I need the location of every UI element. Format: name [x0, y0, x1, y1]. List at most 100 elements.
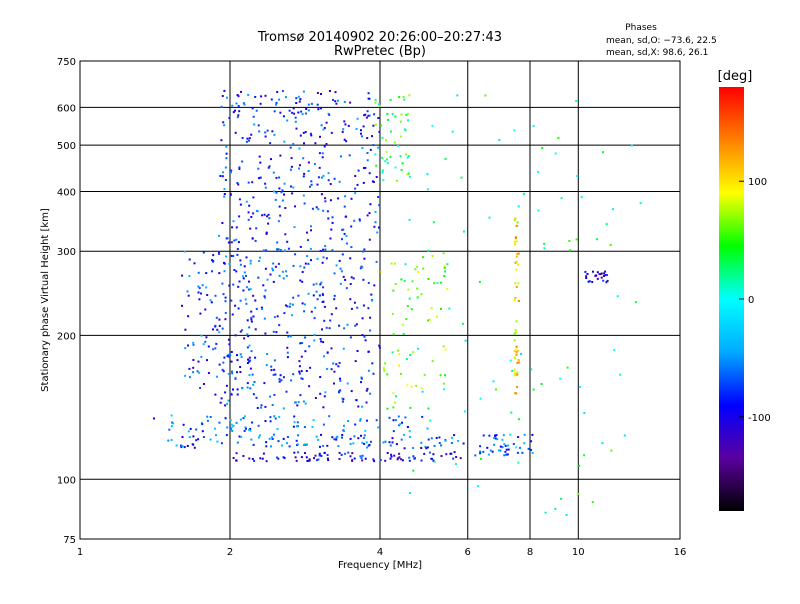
data-point [312, 294, 315, 297]
data-point [248, 139, 250, 142]
data-point [235, 226, 238, 229]
data-point [331, 249, 334, 252]
data-point [273, 359, 276, 362]
data-point [360, 381, 362, 384]
data-point [513, 356, 516, 359]
data-point [249, 288, 252, 291]
data-point [256, 407, 259, 409]
data-point [271, 267, 274, 270]
data-point [392, 289, 395, 292]
data-point [292, 303, 294, 306]
data-point [372, 372, 375, 375]
data-point [236, 354, 238, 357]
data-point [229, 192, 232, 195]
data-point [244, 415, 246, 418]
data-point [310, 183, 313, 186]
data-point [417, 347, 419, 350]
data-point [380, 124, 383, 127]
data-point [200, 355, 203, 358]
data-point [602, 151, 604, 154]
data-point [406, 173, 409, 176]
data-point [321, 152, 324, 155]
data-point [285, 274, 288, 277]
data-point [235, 238, 238, 241]
data-point [323, 355, 325, 358]
data-point [583, 454, 586, 457]
data-point [415, 384, 418, 387]
data-point [506, 453, 509, 456]
data-point [384, 160, 387, 163]
data-point [486, 446, 489, 449]
data-point [386, 158, 388, 161]
data-point [401, 323, 404, 326]
data-point [301, 271, 304, 273]
data-point [296, 443, 299, 446]
data-point [303, 426, 306, 428]
data-point [356, 183, 359, 186]
data-point [245, 427, 247, 430]
data-point [183, 446, 186, 449]
data-point [516, 349, 519, 352]
data-point [304, 131, 307, 133]
data-point [242, 455, 245, 457]
data-point [427, 407, 430, 410]
data-point [431, 360, 434, 362]
data-point [281, 444, 283, 447]
data-point [259, 457, 262, 460]
data-point [516, 253, 519, 256]
data-point [349, 257, 352, 260]
data-point [505, 453, 508, 456]
data-point [517, 359, 520, 361]
data-point [264, 135, 267, 138]
data-point [251, 421, 254, 424]
data-point [382, 179, 385, 182]
data-point [279, 111, 282, 114]
data-point [239, 259, 242, 262]
data-point [333, 438, 336, 441]
data-point [231, 226, 234, 229]
data-point [209, 416, 212, 418]
data-point [616, 295, 619, 298]
data-point [357, 437, 360, 440]
data-point [515, 331, 518, 334]
data-point [400, 438, 403, 441]
data-point [517, 263, 520, 266]
data-point [425, 447, 428, 450]
data-point [504, 444, 507, 447]
data-point [211, 270, 213, 273]
data-point [329, 183, 332, 185]
data-point [531, 452, 534, 454]
data-point [263, 213, 266, 216]
data-point [239, 263, 242, 266]
data-point [375, 176, 378, 178]
data-point [280, 191, 283, 194]
data-point [251, 237, 254, 240]
data-point [328, 327, 331, 330]
data-point [355, 127, 358, 130]
data-point [401, 162, 404, 165]
data-point [345, 235, 348, 237]
data-point [325, 143, 328, 145]
data-point [243, 271, 246, 274]
data-point [329, 237, 332, 240]
data-point [362, 304, 365, 307]
data-point [366, 419, 368, 422]
data-point [367, 369, 370, 372]
data-point [312, 283, 315, 286]
data-point [440, 444, 443, 447]
data-point [554, 507, 557, 510]
data-point [491, 450, 494, 453]
data-point [482, 434, 485, 437]
data-point [263, 317, 266, 320]
data-point [193, 262, 196, 265]
data-point [215, 342, 218, 345]
data-point [247, 218, 250, 221]
data-point [298, 167, 300, 170]
data-point [272, 280, 275, 283]
data-point [335, 363, 338, 366]
data-point [237, 105, 240, 108]
data-point [281, 189, 284, 192]
data-point [369, 148, 372, 151]
y-tick-label: 300 [57, 247, 76, 258]
data-point [386, 452, 389, 454]
